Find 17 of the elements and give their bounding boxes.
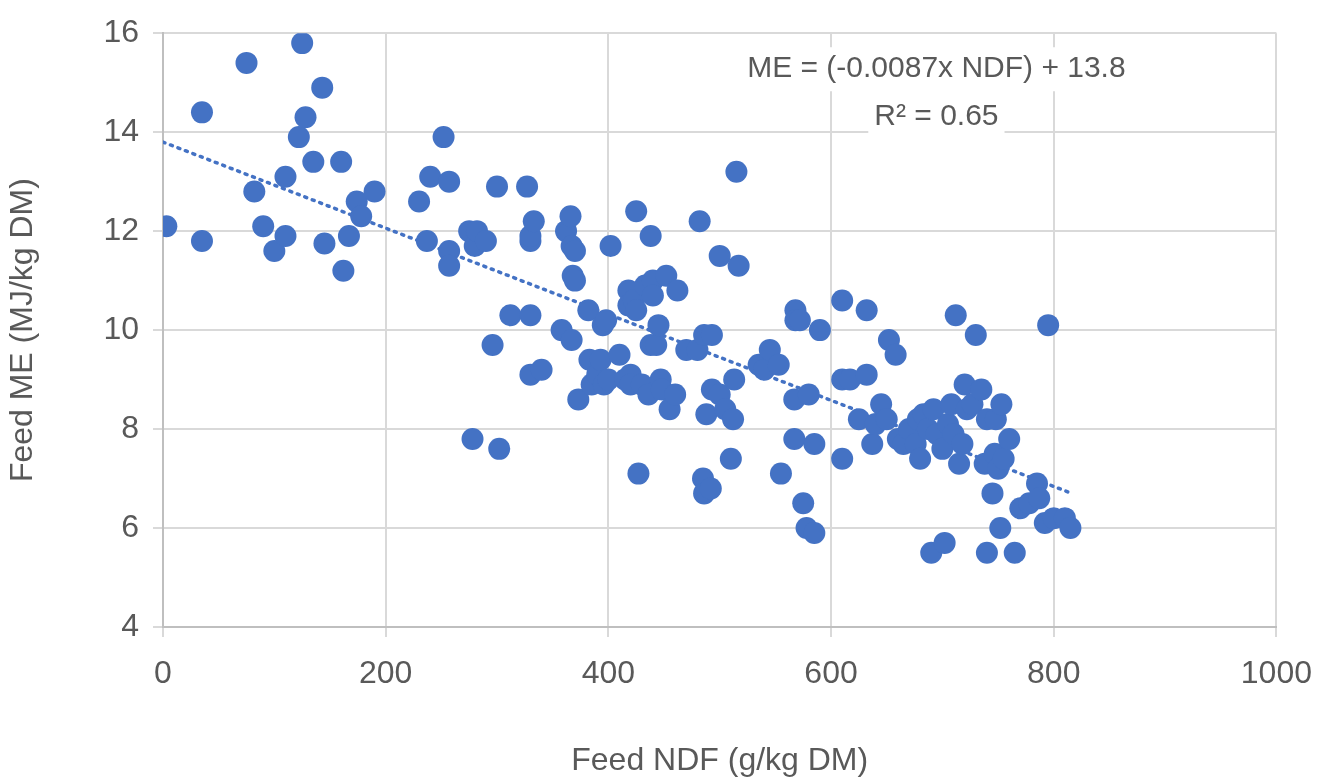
x-tick-label: 800: [1027, 654, 1081, 691]
y-tick-label: 6: [121, 507, 139, 544]
y-axis-title: Feed ME (MJ/kg DM): [3, 178, 40, 483]
y-tick-label: 16: [103, 13, 139, 50]
y-tick-label: 12: [103, 210, 139, 247]
x-tick-label: 600: [804, 654, 858, 691]
x-tick-label: 200: [358, 654, 413, 691]
y-tick-label: 14: [103, 111, 139, 148]
annotation: ME = (-0.0087x NDF) + 13.8: [747, 50, 1126, 84]
x-tick-label: 0: [154, 654, 172, 691]
x-axis-title: Feed NDF (g/kg DM): [571, 740, 869, 777]
x-tick-label: 1000: [1240, 654, 1312, 691]
y-tick-label: 4: [121, 606, 139, 643]
annotation: R² = 0.65: [874, 98, 999, 132]
y-tick-label: 10: [103, 309, 139, 346]
x-tick-label: 400: [581, 654, 636, 691]
y-tick-label: 8: [121, 408, 139, 445]
